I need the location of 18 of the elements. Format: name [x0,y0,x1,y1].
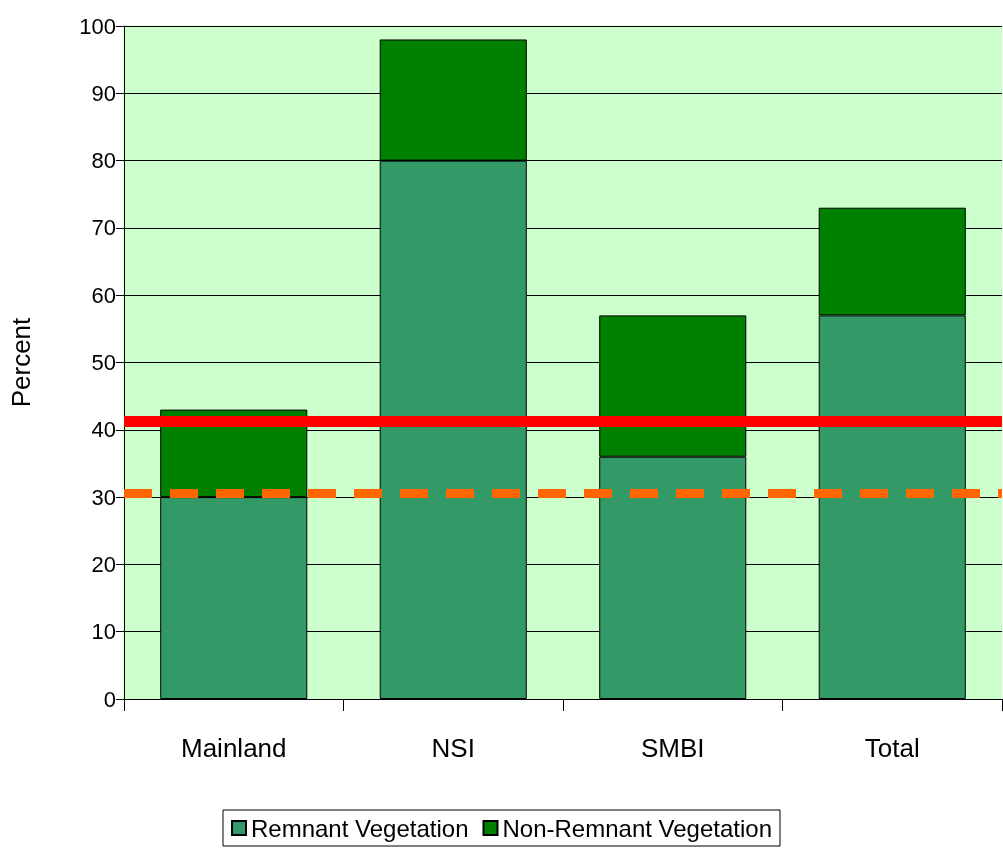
y-tick-label: 40 [91,417,116,443]
y-tick-label: 80 [91,148,116,174]
y-tick-label: 90 [91,80,116,106]
y-tick-label: 20 [91,551,116,577]
x-tick-label: Mainland [180,733,287,763]
x-tick-label: Total [864,733,920,763]
legend-label: Remnant Vegetation [251,814,469,842]
y-tick-label: 30 [91,484,116,510]
x-tick-label: SMBI [640,733,705,763]
x-tick-label: NSI [431,733,475,763]
y-tick-label: 60 [91,282,116,308]
y-tick-label: 10 [91,619,116,645]
y-tick-label: 70 [91,215,116,241]
y-tick-label: 0 [103,686,116,712]
y-tick-label: 100 [79,13,116,39]
legend-label: Non-Remnant Vegetation [502,814,773,842]
y-axis-title: Percent [6,316,36,408]
y-tick-label: 50 [91,350,116,375]
